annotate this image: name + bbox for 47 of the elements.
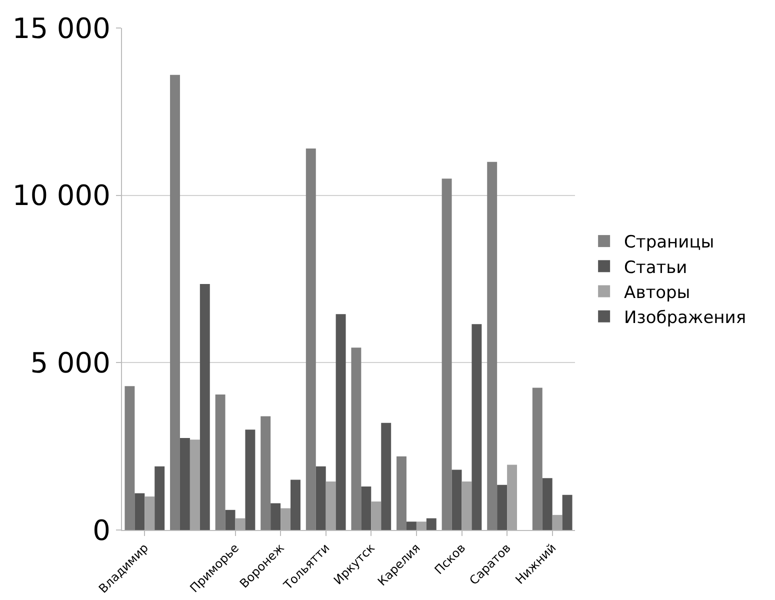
y-tick-label: 5 000: [30, 346, 110, 380]
bar: [316, 466, 326, 530]
bar: [552, 514, 562, 530]
bar: [306, 148, 316, 530]
bar: [290, 480, 300, 530]
bar: [190, 440, 200, 530]
legend-label: Изображения: [624, 308, 746, 328]
bar: [200, 284, 210, 530]
bar: [124, 386, 135, 530]
bar: [154, 466, 165, 530]
bar: [170, 74, 180, 530]
bar: [396, 456, 406, 530]
bar: [326, 481, 336, 530]
y-tick-label: 15 000: [12, 12, 110, 45]
bar: [260, 416, 271, 530]
bar: [381, 422, 392, 530]
bar: [336, 314, 346, 530]
bar: [371, 502, 382, 530]
legend-label: Статьи: [624, 258, 688, 278]
bar: [215, 394, 226, 530]
bar: [452, 470, 462, 530]
bar: [507, 464, 518, 530]
bar: [235, 518, 246, 530]
bar: [134, 493, 145, 530]
bar: [351, 348, 362, 530]
bar: [562, 494, 572, 530]
bar: [225, 510, 236, 530]
bar: [487, 162, 498, 530]
bar: [245, 430, 256, 530]
bar: [426, 518, 436, 530]
y-tick-label: 10 000: [12, 179, 110, 212]
bar: [180, 438, 190, 530]
legend-label: Страницы: [624, 232, 714, 253]
bar: [406, 522, 416, 530]
y-tick-label: 0: [92, 514, 110, 547]
bar: [442, 178, 452, 530]
bar: [361, 486, 372, 530]
bar: [542, 478, 552, 530]
legend-label: Авторы: [624, 282, 690, 303]
bar: [144, 496, 155, 530]
bar: [270, 503, 281, 530]
bar: [497, 484, 508, 530]
bar: [472, 324, 482, 530]
bar: [532, 388, 542, 530]
bar: [462, 481, 472, 530]
bar: [280, 508, 291, 530]
bar: [416, 522, 426, 530]
